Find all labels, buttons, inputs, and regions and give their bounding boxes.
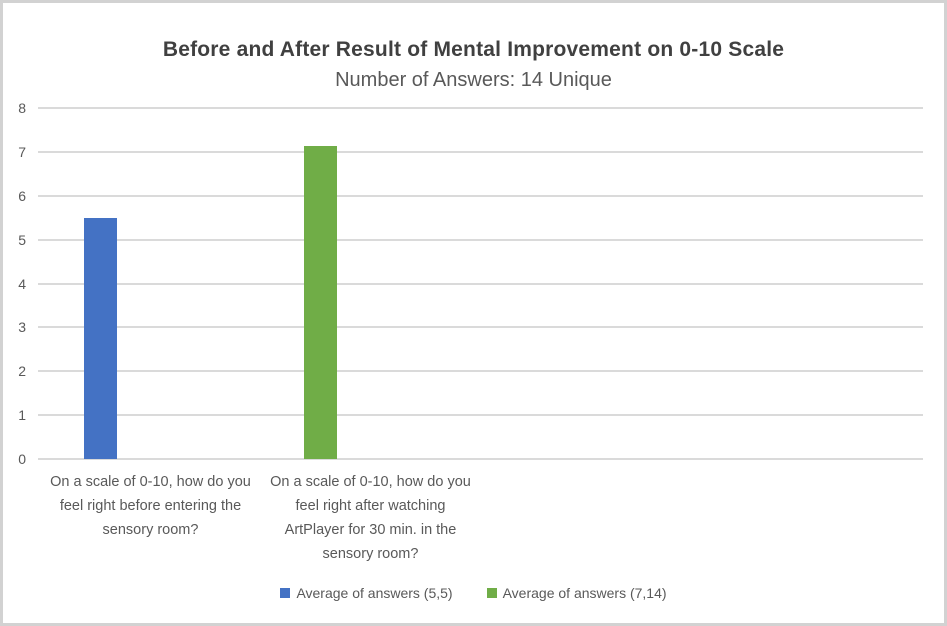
legend: Average of answers (5,5) Average of answe… [3,585,944,601]
legend-label: Average of answers (5,5) [296,585,453,601]
chart-title: Before and After Result of Mental Improv… [162,38,785,61]
gridline [38,238,923,241]
y-axis-tick-label: 4 [18,275,26,292]
gridline [38,107,923,109]
bar-series-2 [304,145,337,459]
gridline [38,414,923,417]
gridline [38,194,923,197]
x-axis-category-label: On a scale of 0-10, how do you feel righ… [50,474,251,538]
gridline [38,370,923,373]
y-axis-tick-label: 1 [18,407,26,424]
gridline [38,326,923,329]
chart-subtitle: Number of Answers: 14 Unique [335,69,612,91]
legend-swatch-icon [280,588,291,598]
y-axis-tick-label: 3 [18,319,26,336]
y-axis-tick-label: 6 [18,187,26,204]
gridline [38,282,923,285]
legend-label: Average of answers (7,14) [502,585,667,601]
y-axis-tick-label: 5 [18,231,26,248]
y-axis-tick-label: 8 [18,100,26,116]
legend-item: Average of answers (5,5) [280,585,453,601]
y-axis-tick-label: 2 [18,363,26,380]
x-axis-category-label: On a scale of 0-10, how do you feel righ… [270,474,471,562]
gridline [38,458,923,460]
legend-item: Average of answers (7,14) [486,585,667,601]
gridline [38,150,923,153]
y-axis-tick-label: 7 [18,143,26,160]
bar-series-1 [84,217,117,459]
y-axis-tick-label: 0 [18,451,26,467]
legend-swatch-icon [486,588,497,598]
